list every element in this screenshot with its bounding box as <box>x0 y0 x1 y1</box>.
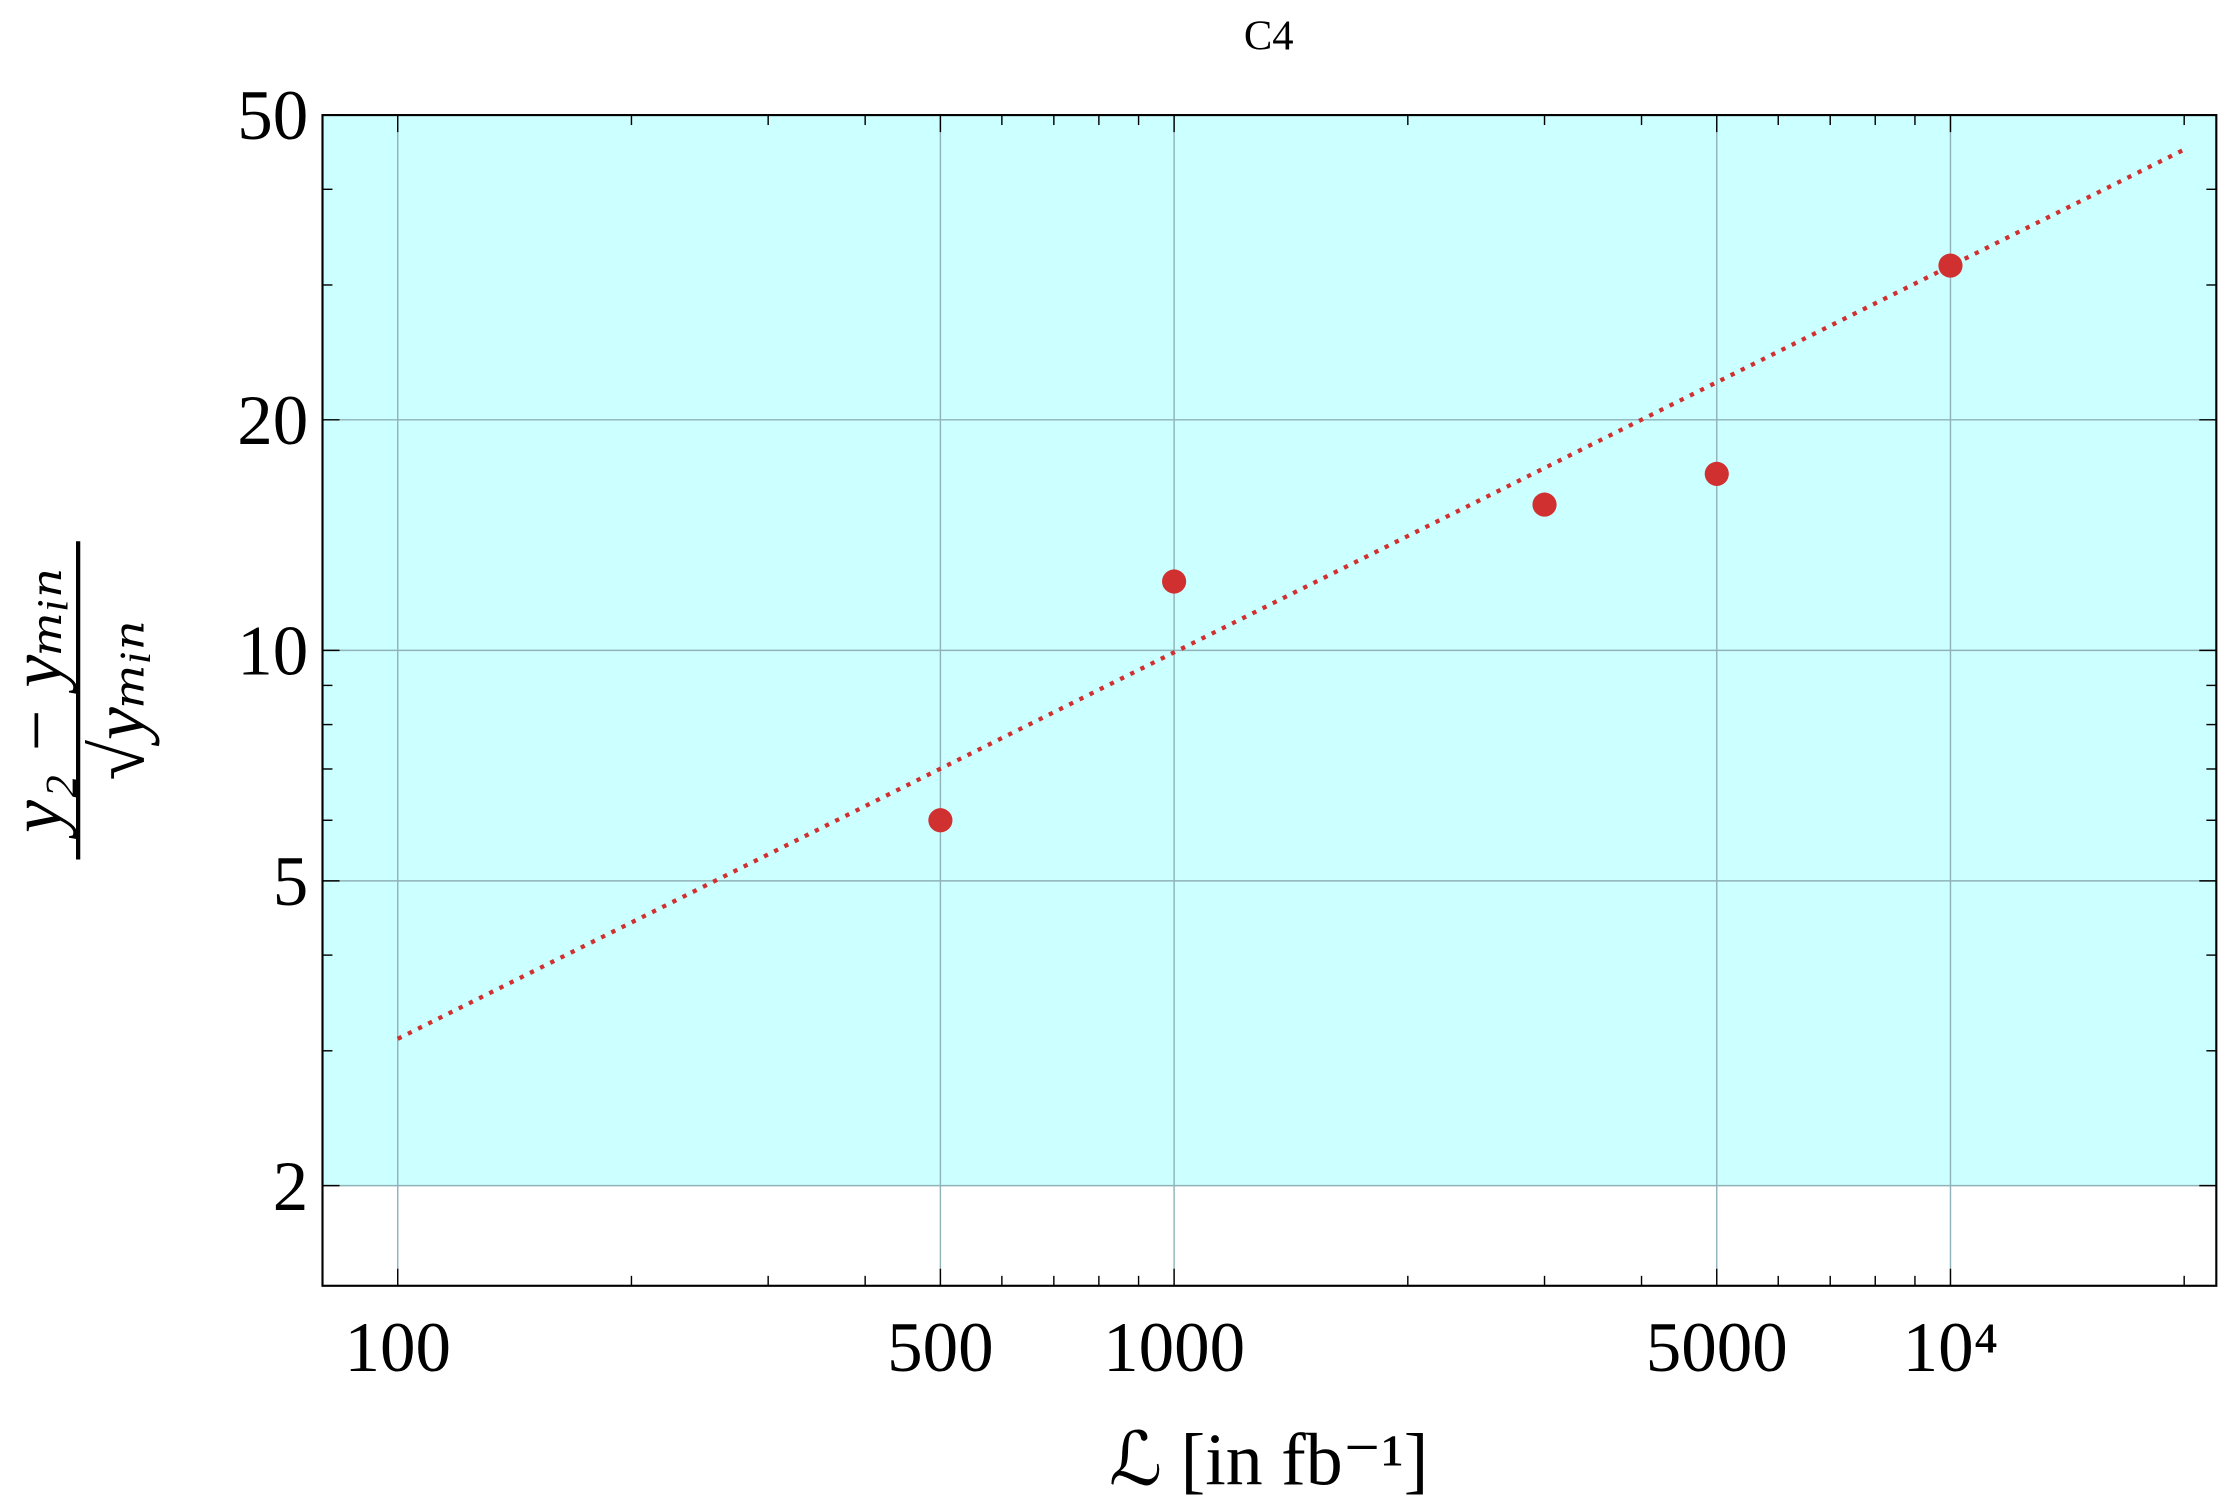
data-point <box>928 808 953 833</box>
x-tick-label: 10⁴ <box>1903 1309 1999 1387</box>
chart-title: C4 <box>1244 13 1294 60</box>
plot-frame <box>321 114 2218 1287</box>
x-axis-label: ℒ [in fb⁻¹] <box>1109 1419 1428 1501</box>
data-point <box>1532 492 1557 517</box>
y-axis-label: y₂ − yₘᵢₙ √yₘᵢₙ <box>0 541 159 860</box>
x-tick-label: 5000 <box>1646 1309 1788 1387</box>
data-point <box>1704 461 1729 486</box>
data-point <box>1162 569 1187 594</box>
y-tick-label: 10 <box>237 613 308 691</box>
x-tick-label: 100 <box>344 1309 451 1387</box>
fit-line <box>396 146 2189 1041</box>
y-tick-label: 50 <box>237 77 308 155</box>
y-tick-label: 2 <box>273 1148 309 1226</box>
y-label-denominator: √yₘᵢₙ <box>77 620 159 780</box>
x-tick-label: 1000 <box>1103 1309 1245 1387</box>
data-point <box>1938 253 1963 278</box>
y-tick-label: 20 <box>237 382 308 460</box>
x-tick-label: 500 <box>887 1309 994 1387</box>
y-tick-label: 5 <box>273 843 309 921</box>
y-label-numerator: y₂ − yₘᵢₙ <box>0 568 77 840</box>
